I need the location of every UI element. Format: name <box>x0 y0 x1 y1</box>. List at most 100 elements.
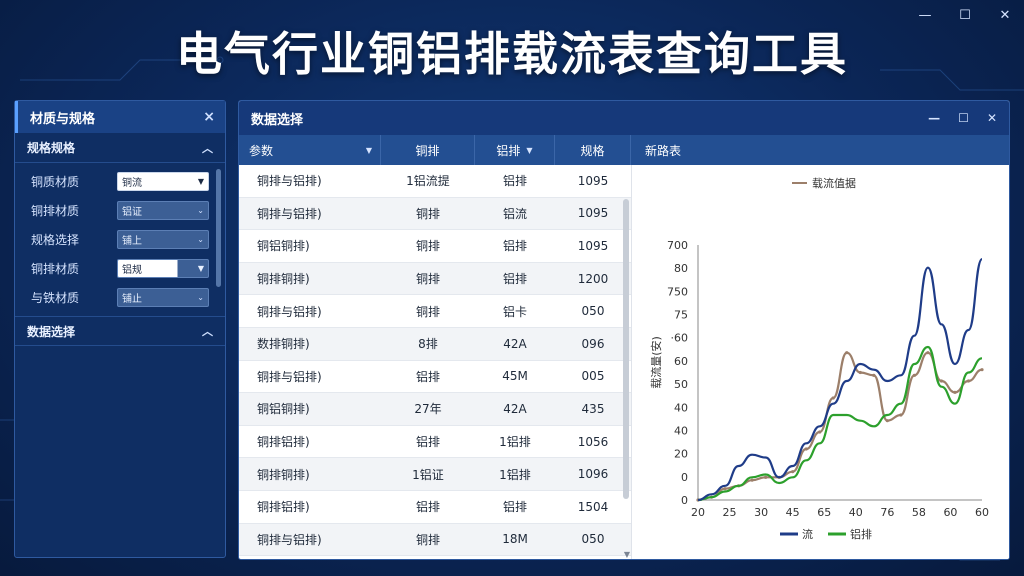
table-cell: 096 <box>581 336 605 351</box>
column-header-param[interactable]: 参数 ▼ <box>239 135 381 165</box>
panel-scrollbar[interactable] <box>216 169 221 287</box>
column-header-copper[interactable]: 铜排 <box>381 135 475 165</box>
data-point <box>966 379 971 383</box>
x-tick-label: 65 <box>817 506 831 519</box>
spec-select[interactable]: 铺上 ⌄ <box>117 230 209 249</box>
sort-down-icon[interactable]: ▼ <box>526 145 533 155</box>
y-tick-label: 40 <box>674 424 688 437</box>
table-cell: 铜排铜排) <box>257 467 310 482</box>
table-row[interactable]: 铜排与铝排) 铜排 铝卡 050 <box>239 295 631 328</box>
x-tick-label: 76 <box>880 506 894 519</box>
select-value: 铺上 <box>122 236 142 247</box>
chevron-up-icon[interactable]: ︿ <box>202 141 213 155</box>
table-cell: 铜排 <box>415 239 440 254</box>
y-tick-label: 75 <box>674 309 688 322</box>
table-cell: 1056 <box>577 434 609 449</box>
chevron-up-icon[interactable]: ︿ <box>202 325 213 338</box>
chevron-down-icon: ⌄ <box>197 235 204 244</box>
close-icon[interactable]: ✕ <box>986 111 997 125</box>
column-header-spec[interactable]: 规格 <box>555 135 631 165</box>
table-row[interactable]: 铜排铜排) 1铝证 1铝排 1096 <box>239 458 631 491</box>
column-header-chart[interactable]: 新路表 <box>631 135 1009 165</box>
table-cell: 铝排 <box>415 369 440 384</box>
select-value: 铝规 <box>122 265 142 276</box>
chevron-down-icon: ▼ <box>197 264 204 273</box>
table-cell: 铜排铝排) <box>257 435 310 450</box>
table-cell: 铝排 <box>502 272 527 287</box>
table-row[interactable]: 铜排与铝排) 1铝流提 铝排 1095 <box>239 165 631 198</box>
y-axis-label: 载流量(安) <box>649 336 663 389</box>
data-window-title: 数据选择 <box>251 112 304 128</box>
chart-title: 载流值据 <box>812 176 856 190</box>
current-chart: 载流值据 0 0 20 40 40 50 60·60 75 750 80 700 载流量(安) 20 25 3… <box>631 165 1009 559</box>
field-label: 铜排材质 <box>31 262 80 276</box>
table-cell: 1095 <box>577 238 609 253</box>
table-row[interactable]: 铜排与铝排) 铜排 18M 050 <box>239 523 631 557</box>
table-row[interactable]: 铜排与铝排) 铝排 45M 005 <box>239 361 631 394</box>
sort-down-icon[interactable]: ▼ <box>365 145 372 155</box>
copper-material-select[interactable]: 铜流 ▼ <box>117 172 209 191</box>
minimize-icon[interactable]: — <box>928 111 941 125</box>
select-value: 铜流 <box>122 178 142 189</box>
spec-section-title: 规格规格 <box>27 141 76 155</box>
y-tick-label: 20 <box>674 448 688 461</box>
y-tick-label: 40 <box>674 401 688 414</box>
x-tick-label: 60 <box>975 506 989 519</box>
field-row: 铜排材质 铝证 ⌄ <box>15 196 225 225</box>
table-row[interactable]: 数排铜排) 8排 42A 096 <box>239 327 631 361</box>
table-cell: 铝卡 <box>502 304 527 319</box>
table-row[interactable]: 铜排铝排) 铝排 铝排 1504 <box>239 491 631 524</box>
table-row[interactable]: 铜排与铝排) 铜排 铝流 1095 <box>239 197 631 231</box>
header-label: 铜排 <box>415 143 440 158</box>
table-cell: 42A <box>503 401 527 416</box>
select-value: 铺止 <box>122 294 142 305</box>
iron-material-select[interactable]: 铺止 ⌄ <box>117 288 209 307</box>
table-header: 参数 ▼ 铜排 铝排 ▼ 规格 新路表 <box>239 135 1009 165</box>
table-row[interactable]: 铜排铜排) 铜排 铝排 1200 <box>239 262 631 296</box>
table-row[interactable]: 铜铝铜排) 铜排 铝排 1095 <box>239 230 631 263</box>
data-window: 数据选择 — ☐ ✕ 参数 ▼ 铜排 铝排 ▼ 规格 新路表 铜排与铝排) 1铝流… <box>238 100 1010 560</box>
field-label: 铜排材质 <box>31 204 80 218</box>
y-tick-label: 750 <box>667 285 688 298</box>
chevron-down-icon[interactable]: ▼ <box>623 550 630 559</box>
column-header-aluminum[interactable]: 铝排 ▼ <box>475 135 555 165</box>
table-scrollbar[interactable] <box>623 199 629 499</box>
field-row: 规格选择 铺上 ⌄ <box>15 225 225 254</box>
table-cell: 铜排与铝排) <box>257 206 322 221</box>
table-cell: 1095 <box>577 173 609 188</box>
busbar-material-select[interactable]: 铝证 ⌄ <box>117 201 209 220</box>
data-point <box>899 413 903 417</box>
data-point <box>764 475 768 479</box>
data-point <box>872 373 876 377</box>
table-cell: 铜排 <box>415 304 440 319</box>
legend-label: 流 <box>802 527 813 541</box>
spec-section-header[interactable]: 规格规格 ︿ <box>15 133 225 163</box>
data-section-header[interactable]: 数据选择 ︿ <box>15 316 225 346</box>
table-row[interactable]: 铜铝铜排) 27年 42A 435 <box>239 393 631 426</box>
y-tick-label: 0 <box>681 471 688 484</box>
table-row[interactable]: 铜排铝排) 铝排 1铝排 1056 <box>239 426 631 459</box>
panel-title: 材质与规格 <box>30 111 96 127</box>
data-table: 铜排与铝排) 1铝流提 铝排 1095 铜排与铝排) 铜排 铝流 1095 铜铝铜排) 铜排 铝排 1… <box>239 165 631 559</box>
data-point <box>885 419 889 423</box>
table-cell: 1铝排 <box>499 435 531 450</box>
close-button[interactable]: ✕ <box>999 7 1011 23</box>
data-point <box>791 470 795 474</box>
busbar-material-select-2[interactable]: 铝规 ▼ <box>117 259 209 278</box>
field-label: 规格选择 <box>31 233 80 247</box>
minimize-button[interactable]: — <box>918 7 932 23</box>
y-tick-label: 80 <box>674 262 688 275</box>
header-label: 铝排 <box>496 143 521 158</box>
header-label: 参数 <box>249 143 274 158</box>
table-cell: 铝排 <box>502 500 527 515</box>
chevron-down-icon: ⌄ <box>197 206 204 215</box>
table-cell: 1铝证 <box>412 467 444 482</box>
field-row: 铜质材质 铜流 ▼ <box>15 167 225 196</box>
table-cell: 435 <box>581 401 605 416</box>
y-tick-label: 60 <box>674 355 688 368</box>
maximize-icon[interactable]: ☐ <box>958 111 969 125</box>
data-point <box>831 396 835 400</box>
panel-close-icon[interactable]: × <box>203 109 215 125</box>
table-cell: 铜排 <box>415 272 440 287</box>
maximize-button[interactable]: ☐ <box>959 7 971 23</box>
